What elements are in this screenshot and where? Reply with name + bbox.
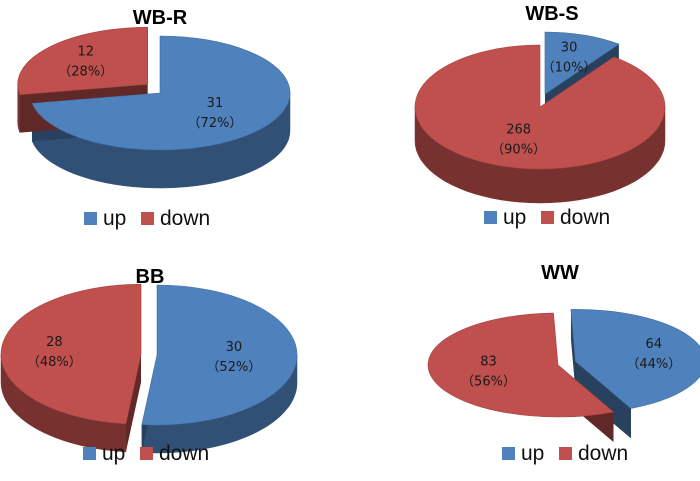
- slice-cut-wall-up: [575, 361, 631, 439]
- slice-percent-label: （72%）: [188, 116, 243, 131]
- legend-label-up: up: [503, 206, 526, 229]
- slice-percent-label: （28%）: [58, 65, 113, 80]
- slice-value-label: 268: [506, 122, 531, 137]
- chart-title: WB-R: [133, 7, 188, 29]
- legend: up down: [84, 207, 210, 230]
- slice-cut-wall-up: [570, 309, 576, 392]
- slice-percent-label: （90%）: [491, 142, 546, 157]
- slice-cut-wall-down: [125, 354, 142, 452]
- slice-value-label: 64: [646, 337, 663, 352]
- legend-swatch-down: [541, 211, 554, 224]
- slice-percent-label: （56%）: [461, 375, 516, 390]
- slice-up: [544, 31, 620, 95]
- legend: up down: [83, 442, 209, 465]
- legend: up down: [502, 442, 628, 465]
- legend-swatch-down: [140, 447, 153, 460]
- legend-label-up: up: [102, 442, 125, 465]
- slice-up: [570, 309, 700, 409]
- slice-value-label: 30: [561, 41, 578, 56]
- legend-swatch-down: [141, 212, 154, 225]
- slice-down: [427, 312, 615, 418]
- legend-swatch-up: [484, 211, 497, 224]
- pie-chart-wb-s: 30 （10%） 268 （90%） WB-S up down: [414, 3, 666, 229]
- slice-percent-label: （10%）: [542, 61, 597, 76]
- slice-down: [0, 283, 142, 425]
- slice-value-label: 28: [46, 335, 63, 350]
- slice-down: [17, 27, 149, 95]
- slice-value-label: 30: [226, 340, 243, 355]
- legend-swatch-up: [83, 447, 96, 460]
- legend: up down: [484, 206, 610, 229]
- slice-percent-label: （44%）: [626, 357, 681, 372]
- legend-swatch-up: [84, 212, 97, 225]
- slice-down: [414, 44, 666, 170]
- slice-value-label: 12: [77, 45, 94, 60]
- slice-value-label: 31: [207, 96, 224, 111]
- legend-label-down: down: [560, 206, 610, 229]
- legend-label-down: down: [578, 442, 628, 465]
- slice-up: [31, 35, 291, 151]
- legend-label-down: down: [160, 207, 210, 230]
- legend-label-up: up: [521, 442, 544, 465]
- chart-title: WB-S: [525, 3, 578, 25]
- chart-title: BB: [136, 266, 165, 288]
- slice-value-label: 83: [480, 355, 497, 370]
- legend-swatch-down: [559, 447, 572, 460]
- slice-percent-label: （48%）: [27, 355, 82, 370]
- slice-up: [141, 284, 298, 426]
- legend-label-up: up: [103, 207, 126, 230]
- legend-swatch-up: [502, 447, 515, 460]
- chart-title: WW: [541, 262, 579, 284]
- pie-chart-bb: 30 （52%） 28 （48%） BB up down: [0, 266, 298, 465]
- pie-chart-ww: 64 （44%） 83 （56%） WW up down: [427, 262, 700, 465]
- legend-label-down: down: [159, 442, 209, 465]
- pie-chart-wb-r: 31 （72%） 12 （28%） WB-R up down: [17, 7, 291, 230]
- slice-percent-label: （52%）: [206, 360, 261, 375]
